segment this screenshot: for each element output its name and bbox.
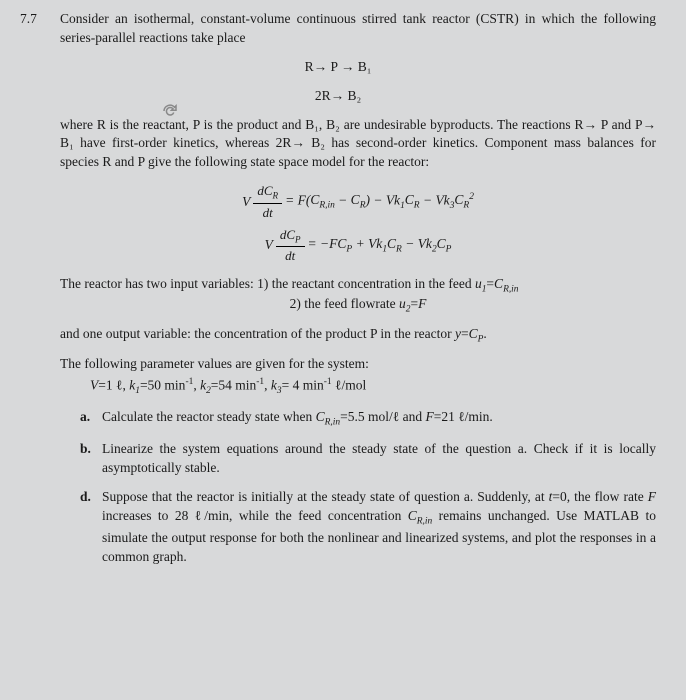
inputs-line-2: 2) the feed flowrate u2=F bbox=[60, 295, 656, 317]
part-d: d. Suppose that the reactor is initially… bbox=[80, 488, 656, 567]
part-d-letter: d. bbox=[80, 488, 102, 567]
part-b: b. Linearize the system equations around… bbox=[80, 440, 656, 478]
state-space-equations: V dCR dt = F(CR,in − CR) − Vk1CR − Vk3CR… bbox=[60, 180, 656, 267]
problem-intro: Consider an isothermal, constant-volume … bbox=[60, 10, 656, 48]
problem-header: 7.7 Consider an isothermal, constant-vol… bbox=[20, 10, 656, 48]
part-a-text: Calculate the reactor steady state when … bbox=[102, 408, 656, 430]
output-line: and one output variable: the concentrati… bbox=[60, 325, 656, 347]
problem-description-1: where R is the reactant, P is the produc… bbox=[60, 116, 656, 173]
eq2-V: V bbox=[265, 236, 273, 255]
equation-2: V dCP dt = −FCP + Vk1CR − Vk2CP bbox=[265, 226, 452, 266]
params-intro: The following parameter values are given… bbox=[60, 355, 656, 374]
eq1-V: V bbox=[242, 193, 250, 212]
part-a: a. Calculate the reactor steady state wh… bbox=[80, 408, 656, 430]
subparts-list: a. Calculate the reactor steady state wh… bbox=[80, 408, 656, 566]
eq2-denominator: dt bbox=[281, 247, 299, 265]
desc1-text: where R is the reactant, P is the produc… bbox=[60, 117, 656, 170]
inputs-line-1: The reactor has two input variables: 1) … bbox=[60, 275, 656, 297]
reaction-1: R→ P → B₁ bbox=[20, 58, 656, 77]
part-b-letter: b. bbox=[80, 440, 102, 478]
reaction-2: 2R→ B₂ bbox=[20, 87, 656, 106]
params-values: V=1 ℓ, k1=50 min-1, k2=54 min-1, k3= 4 m… bbox=[90, 376, 656, 398]
page-container: 7.7 Consider an isothermal, constant-vol… bbox=[0, 0, 686, 587]
eq1-denominator: dt bbox=[259, 204, 277, 222]
eq2-rhs: = −FCP + Vk1CR − Vk2CP bbox=[308, 235, 452, 257]
eq2-numerator: dCP bbox=[276, 226, 305, 247]
refresh-icon[interactable] bbox=[161, 102, 179, 120]
eq1-fraction: dCR dt bbox=[253, 182, 282, 222]
eq2-fraction: dCP dt bbox=[276, 226, 305, 266]
eq1-rhs: = F(CR,in − CR) − Vk1CR − Vk3CR2 bbox=[285, 191, 474, 213]
part-a-letter: a. bbox=[80, 408, 102, 430]
equation-1: V dCR dt = F(CR,in − CR) − Vk1CR − Vk3CR… bbox=[242, 182, 474, 222]
eq1-numerator: dCR bbox=[253, 182, 282, 203]
part-b-text: Linearize the system equations around th… bbox=[102, 440, 656, 478]
part-d-text: Suppose that the reactor is initially at… bbox=[102, 488, 656, 567]
reaction-equations: R→ P → B₁ 2R→ B₂ bbox=[20, 58, 656, 106]
problem-number: 7.7 bbox=[20, 10, 60, 29]
